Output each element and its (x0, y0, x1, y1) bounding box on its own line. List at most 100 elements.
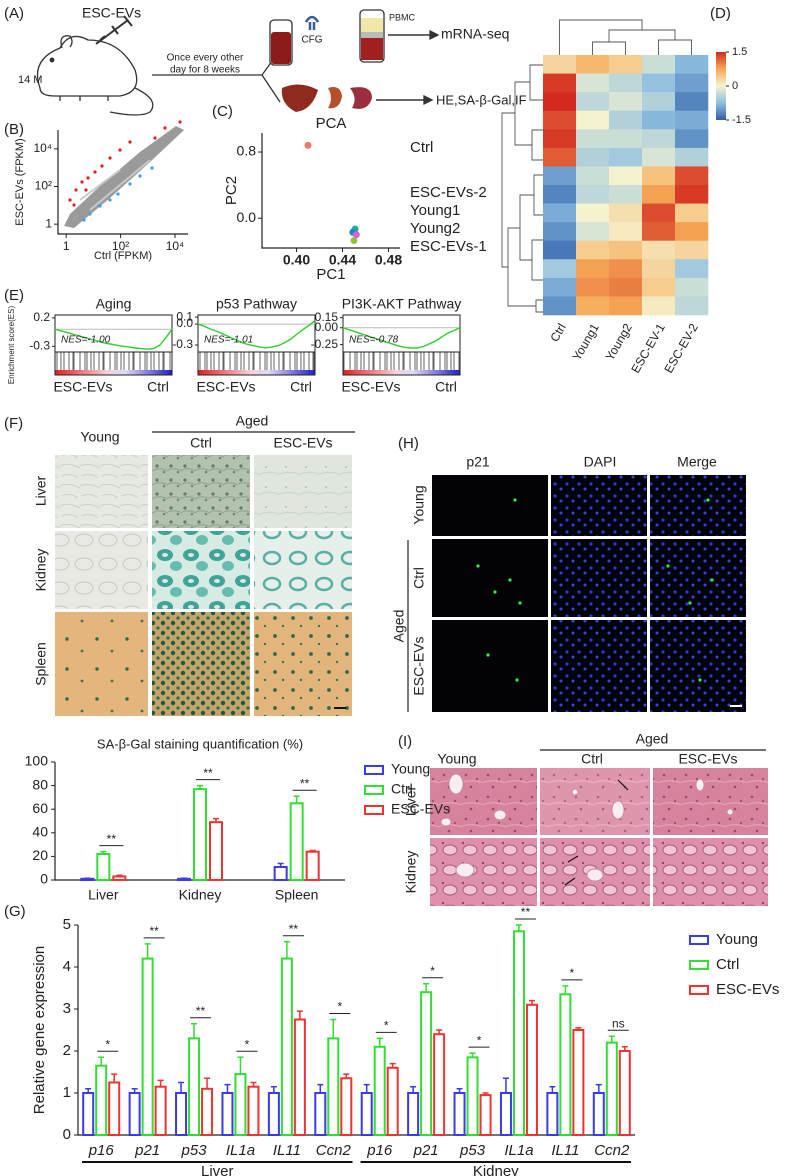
error-bar (283, 941, 290, 959)
heatmap-cell (543, 259, 577, 279)
point (304, 141, 312, 149)
significance-label: ** (149, 924, 159, 938)
heatmap-cell (675, 129, 709, 149)
up-genes (86, 176, 90, 180)
error-bar (270, 1085, 277, 1093)
x-tick-label: Kidney (179, 887, 222, 903)
heatmap-cell (576, 296, 610, 316)
he-images (653, 768, 768, 835)
if-images (432, 620, 548, 712)
significance-label: ns (612, 1016, 625, 1030)
bar (267, 1092, 280, 1136)
error-bar (317, 1083, 324, 1093)
significance-label: * (105, 1037, 110, 1051)
up-genes (84, 188, 88, 192)
gene-cloud (64, 126, 184, 228)
x-tick-label: p53 (181, 1142, 208, 1159)
mouse-eye (49, 57, 55, 63)
up-genes (68, 198, 72, 202)
bar (386, 1066, 399, 1137)
p21-positive (493, 590, 497, 594)
error-bar (178, 1081, 185, 1093)
heatmap-cell (675, 55, 709, 74)
legend-label: Ctrl (410, 139, 433, 156)
dendrogram (559, 19, 692, 55)
error-bar (213, 817, 219, 823)
rank-gradient (198, 370, 315, 375)
sa-gal-images (152, 455, 250, 528)
vessel (695, 778, 705, 792)
colorbar (716, 52, 726, 120)
error-bar (515, 924, 522, 932)
bar (373, 1045, 386, 1137)
significance-label: ** (289, 922, 299, 936)
schematic (423, 94, 434, 106)
significance-label: * (430, 964, 435, 978)
x-tick-label: IL11 (273, 1142, 301, 1159)
chart-title: PCA (316, 115, 347, 132)
x-tick-label: 0.44 (329, 252, 356, 268)
fraction: PBMC (389, 12, 416, 22)
heatmap-cell (675, 240, 709, 260)
heatmap-cell (642, 259, 676, 279)
up-genes (93, 170, 97, 174)
schedule: Once every other (167, 53, 244, 64)
vessel (440, 817, 452, 827)
x-axis-label: PC1 (316, 266, 345, 283)
x-tick-label: Spleen (275, 887, 319, 903)
if-images (551, 475, 647, 536)
heatmap-cell (543, 222, 577, 242)
significance-label: * (337, 1000, 342, 1014)
panel-label: (D) (710, 5, 731, 22)
up-genes (68, 120, 182, 207)
mouse-tail (109, 87, 154, 116)
panel-label: (I) (398, 733, 412, 750)
panel-label: (G) (4, 903, 26, 920)
column-label: Merge (677, 454, 717, 470)
heatmap-cell (675, 92, 709, 112)
sequencing: mRNA-seq (441, 26, 509, 42)
dendrogram (501, 19, 692, 313)
legend-label: Young (391, 761, 430, 777)
heatmap-cell (642, 277, 676, 297)
error-bar (98, 1056, 105, 1066)
error-bar (549, 1085, 556, 1093)
y-tick-label: -0.3 (29, 338, 50, 352)
error-bar (224, 1083, 231, 1093)
error-bar (84, 877, 91, 879)
y-tick-label: 0 (63, 1126, 71, 1143)
down-genes (138, 174, 142, 178)
age: 14 M (18, 74, 42, 86)
error-bar (621, 1046, 628, 1051)
he-images (564, 779, 629, 886)
heatmap-cell (609, 147, 643, 167)
error-bar (528, 999, 535, 1005)
y-tick-label: 0.2 (33, 310, 50, 324)
heatmap-cell (675, 259, 709, 279)
down-genes (150, 166, 154, 170)
if-images (650, 539, 746, 617)
spleen-icon (350, 87, 372, 109)
up-genes (72, 203, 76, 207)
vessel (571, 788, 579, 796)
bar (305, 850, 320, 881)
error-bar (482, 1092, 489, 1096)
down-genes (82, 166, 154, 222)
x-tick-label: p53 (459, 1142, 486, 1159)
p21-positive (513, 498, 517, 502)
heatmap-cell (675, 110, 709, 130)
heatmap-cell (675, 222, 709, 242)
sa-gal-images (55, 612, 148, 716)
legend-label: ESC-EVs-1 (410, 238, 487, 255)
heatmap-cell (576, 92, 610, 112)
group-label: Liver (201, 1163, 234, 1176)
column-label: p21 (466, 454, 490, 470)
heatmap-cell (576, 129, 610, 149)
rbc (361, 38, 383, 60)
heatmap-cell (576, 110, 610, 130)
heatmap-cell (543, 129, 577, 149)
panel-label: (A) (4, 5, 24, 22)
x-axis-label: Ctrl (FPKM) (94, 250, 152, 262)
bar (95, 1064, 108, 1136)
error-bar (436, 1029, 443, 1035)
